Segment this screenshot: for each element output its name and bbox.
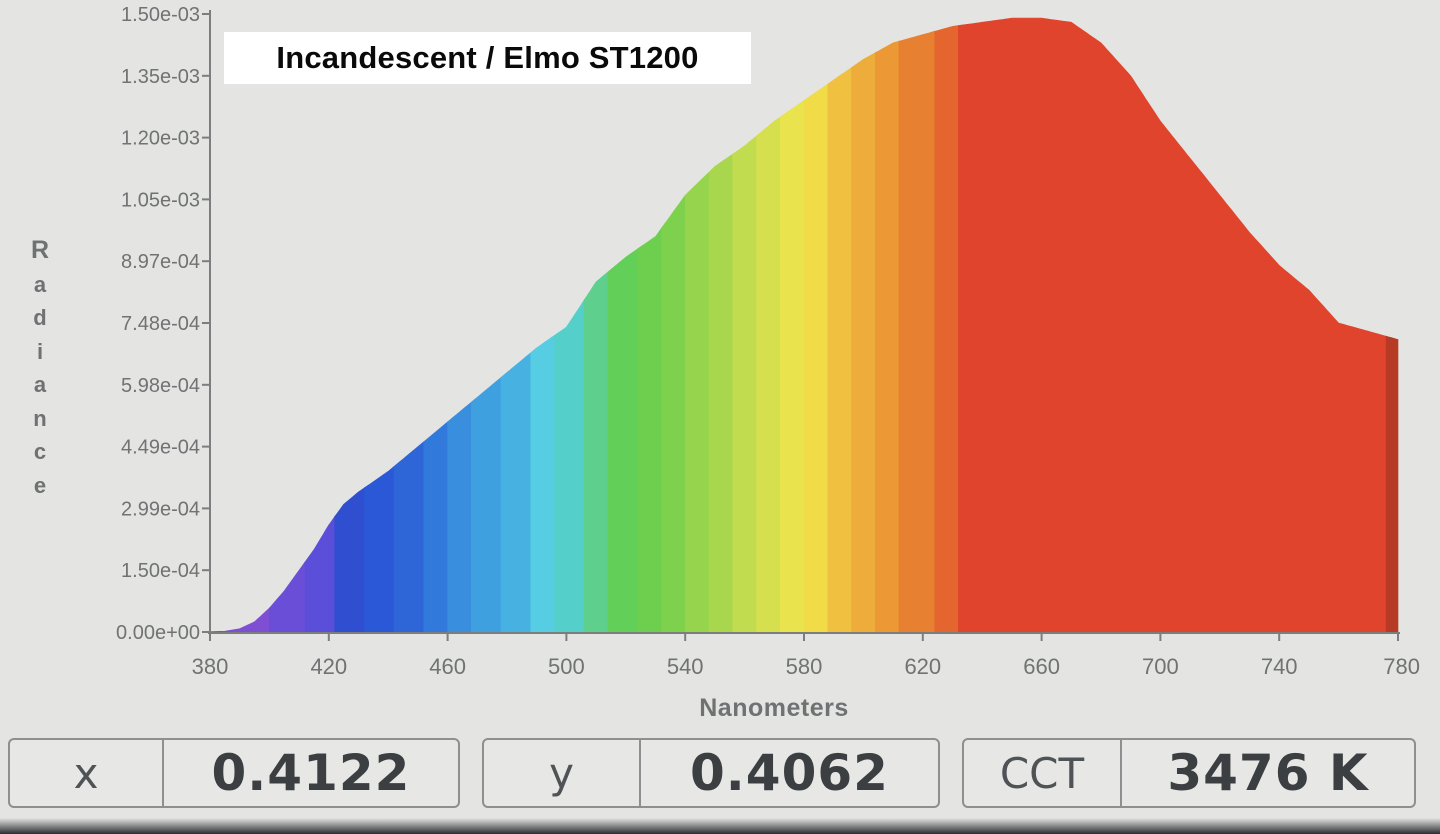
y-tick-label: 0.00e+00 bbox=[116, 622, 200, 644]
x-axis-label: Nanometers bbox=[699, 694, 849, 722]
readout-cct: CCT 3476 K bbox=[962, 738, 1416, 808]
spectrum-band-24 bbox=[874, 40, 900, 633]
spectrum-band-26 bbox=[934, 25, 959, 633]
chart-axes: 0.00e+00 1.50e-04 2.99e-04 4.49e-04 5.98e-04… bbox=[116, 4, 1420, 679]
spectrum-band-27 bbox=[958, 17, 1387, 633]
y-tick-label: 7.48e-04 bbox=[121, 313, 200, 335]
readout-y-value: 0.4062 bbox=[690, 744, 889, 802]
spectrum-band-6 bbox=[423, 421, 448, 633]
y-axis-label-letter: n bbox=[33, 405, 47, 431]
y-tick-label: 1.50e-03 bbox=[121, 4, 200, 26]
spectrum-band-10 bbox=[530, 334, 555, 633]
y-axis-label-letter: R bbox=[30, 236, 50, 264]
y-tick-label: 4.49e-04 bbox=[121, 437, 200, 459]
spectrum-band-8 bbox=[471, 376, 502, 633]
spectrum-area bbox=[209, 17, 1399, 633]
x-tick-label: 700 bbox=[1142, 654, 1179, 679]
spectrum-band-12 bbox=[583, 271, 609, 633]
spectrum-band-4 bbox=[364, 465, 395, 633]
readout-x-value: 0.4122 bbox=[211, 744, 411, 802]
y-tick-label: 1.50e-04 bbox=[121, 560, 200, 582]
x-tick-label: 460 bbox=[429, 654, 466, 679]
spectrum-band-19 bbox=[756, 116, 781, 633]
spectrum-band-9 bbox=[500, 352, 532, 633]
readout-cct-label: CCT bbox=[964, 740, 1122, 806]
y-tick-label: 1.05e-03 bbox=[121, 189, 200, 211]
y-axis-label-letter: e bbox=[33, 472, 47, 498]
y-tick-label: 5.98e-04 bbox=[121, 375, 200, 397]
chromaticity-readouts: x 0.4122 y 0.4062 CCT 3476 K bbox=[0, 730, 1440, 834]
x-tick-label: 780 bbox=[1383, 654, 1420, 679]
spectrum-band-16 bbox=[684, 171, 710, 633]
readout-x: x 0.4122 bbox=[8, 738, 460, 808]
spectrum-band-25 bbox=[898, 30, 936, 633]
spectrum-band-13 bbox=[607, 248, 639, 633]
y-axis-label-letter: a bbox=[33, 271, 47, 297]
spectrum-band-22 bbox=[827, 67, 852, 633]
y-tick-label: 8.97e-04 bbox=[121, 251, 200, 273]
spectrum-band-14 bbox=[637, 227, 662, 633]
x-tick-label: 420 bbox=[310, 654, 347, 679]
readout-cct-value: 3476 K bbox=[1167, 744, 1369, 802]
spectrum-band-17 bbox=[708, 153, 734, 633]
chart-annotation-label: Incandescent / Elmo ST1200 bbox=[224, 32, 751, 84]
spectrum-band-1 bbox=[269, 561, 306, 633]
x-tick-label: 580 bbox=[786, 654, 823, 679]
readout-y: y 0.4062 bbox=[482, 738, 940, 808]
spectrum-band-20 bbox=[779, 99, 805, 633]
spectrum-band-21 bbox=[803, 83, 829, 633]
y-tick-label: 2.99e-04 bbox=[121, 498, 200, 520]
x-tick-label: 380 bbox=[192, 654, 229, 679]
x-tick-label: 620 bbox=[904, 654, 941, 679]
y-tick-label: 1.35e-03 bbox=[121, 66, 200, 88]
spectrum-band-7 bbox=[447, 401, 472, 633]
readout-y-label: y bbox=[484, 740, 641, 806]
y-axis-label-letter: c bbox=[33, 439, 47, 464]
spectrum-band-0 bbox=[209, 607, 270, 633]
spectrum-band-2 bbox=[304, 515, 336, 633]
spectrum-band-3 bbox=[334, 487, 365, 633]
readout-x-label: x bbox=[10, 740, 164, 806]
spectrum-band-18 bbox=[732, 135, 757, 633]
spectrum-band-23 bbox=[851, 52, 876, 633]
spectrum-band-15 bbox=[661, 194, 686, 633]
spectrum-band-11 bbox=[554, 298, 585, 633]
y-axis-label-letter: i bbox=[36, 338, 44, 364]
y-axis-label-letter: d bbox=[33, 305, 47, 330]
y-axis-label-letter: a bbox=[33, 372, 47, 397]
x-tick-label: 500 bbox=[548, 654, 585, 679]
x-tick-label: 540 bbox=[667, 654, 704, 679]
spectrum-band-28 bbox=[1385, 335, 1399, 633]
x-tick-label: 740 bbox=[1261, 654, 1298, 679]
x-tick-label: 660 bbox=[1023, 654, 1060, 679]
y-tick-label: 1.20e-03 bbox=[121, 128, 200, 150]
screen-edge bbox=[0, 818, 1440, 834]
spectrum-band-5 bbox=[393, 441, 425, 633]
